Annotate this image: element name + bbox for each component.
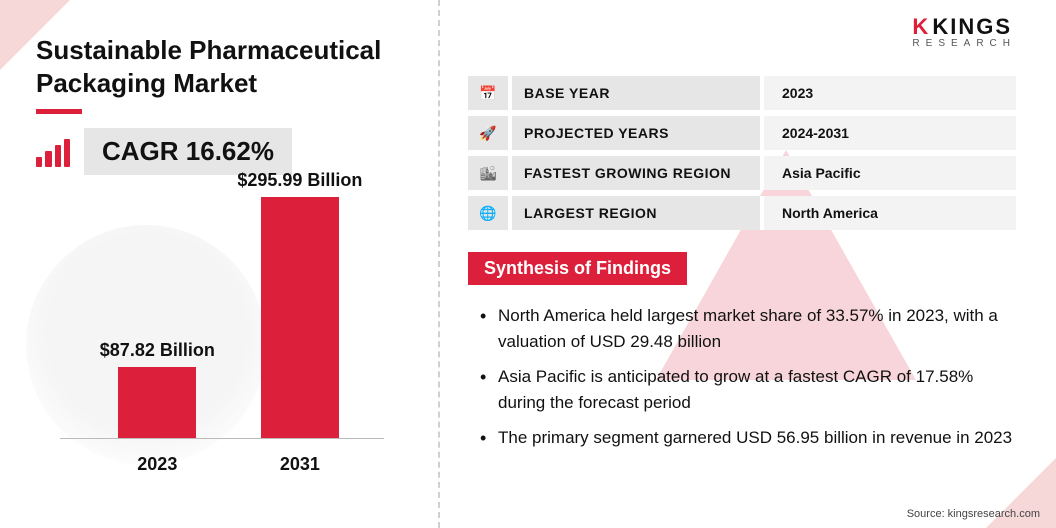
cagr-row: CAGR 16.62% bbox=[36, 128, 408, 175]
chart-plot-area: $87.82 Billion $295.99 Billion bbox=[60, 195, 384, 439]
page-title: Sustainable Pharmaceutical Packaging Mar… bbox=[36, 34, 408, 99]
brand-name: KKINGS bbox=[912, 14, 1016, 40]
findings-list: North America held largest market share … bbox=[476, 303, 1016, 451]
info-label: BASE YEAR bbox=[512, 76, 764, 110]
x-label-0: 2023 bbox=[97, 454, 217, 475]
info-value: 2024-2031 bbox=[764, 116, 1016, 150]
bar-0-label: $87.82 Billion bbox=[77, 340, 237, 361]
table-row: 🌐 LARGEST REGION North America bbox=[468, 196, 1016, 230]
x-axis-labels: 2023 2031 bbox=[60, 445, 384, 475]
info-label: FASTEST GROWING REGION bbox=[512, 156, 764, 190]
calendar-icon: 📅 bbox=[468, 76, 512, 110]
cagr-badge: CAGR 16.62% bbox=[84, 128, 292, 175]
brand-name-text: KINGS bbox=[932, 14, 1012, 39]
bar-1: $295.99 Billion bbox=[261, 197, 339, 438]
bar-1-fill bbox=[261, 197, 339, 438]
bar-1-label: $295.99 Billion bbox=[220, 170, 380, 191]
bar-0-fill bbox=[118, 367, 196, 438]
city-icon: 🏙 bbox=[468, 156, 512, 190]
infographic-page: Sustainable Pharmaceutical Packaging Mar… bbox=[0, 0, 1056, 528]
table-row: 📅 BASE YEAR 2023 bbox=[468, 76, 1016, 110]
x-label-1: 2031 bbox=[240, 454, 360, 475]
left-panel: Sustainable Pharmaceutical Packaging Mar… bbox=[0, 0, 440, 528]
info-table-body: 📅 BASE YEAR 2023 🚀 PROJECTED YEARS 2024-… bbox=[468, 76, 1016, 230]
bar-0: $87.82 Billion bbox=[118, 367, 196, 438]
right-panel: KKINGS RESEARCH 📅 BASE YEAR 2023 🚀 PROJE… bbox=[440, 0, 1056, 528]
info-value: 2023 bbox=[764, 76, 1016, 110]
list-item: The primary segment garnered USD 56.95 b… bbox=[476, 425, 1016, 451]
source-credit: Source: kingsresearch.com bbox=[907, 508, 1040, 520]
list-item: Asia Pacific is anticipated to grow at a… bbox=[476, 364, 1016, 415]
list-item: North America held largest market share … bbox=[476, 303, 1016, 354]
info-label: PROJECTED YEARS bbox=[512, 116, 764, 150]
info-table: 📅 BASE YEAR 2023 🚀 PROJECTED YEARS 2024-… bbox=[468, 70, 1016, 236]
bar-chart: $87.82 Billion $295.99 Billion 2023 2031 bbox=[36, 195, 408, 495]
rocket-icon: 🚀 bbox=[468, 116, 512, 150]
synthesis-heading: Synthesis of Findings bbox=[468, 252, 687, 285]
table-row: 🏙 FASTEST GROWING REGION Asia Pacific bbox=[468, 156, 1016, 190]
title-underline bbox=[36, 109, 82, 114]
info-label: LARGEST REGION bbox=[512, 196, 764, 230]
brand-logo: KKINGS RESEARCH bbox=[912, 14, 1016, 49]
table-row: 🚀 PROJECTED YEARS 2024-2031 bbox=[468, 116, 1016, 150]
info-value: Asia Pacific bbox=[764, 156, 1016, 190]
growth-bars-icon bbox=[36, 137, 70, 167]
info-value: North America bbox=[764, 196, 1016, 230]
globe-icon: 🌐 bbox=[468, 196, 512, 230]
brand-subtitle: RESEARCH bbox=[912, 38, 1016, 49]
